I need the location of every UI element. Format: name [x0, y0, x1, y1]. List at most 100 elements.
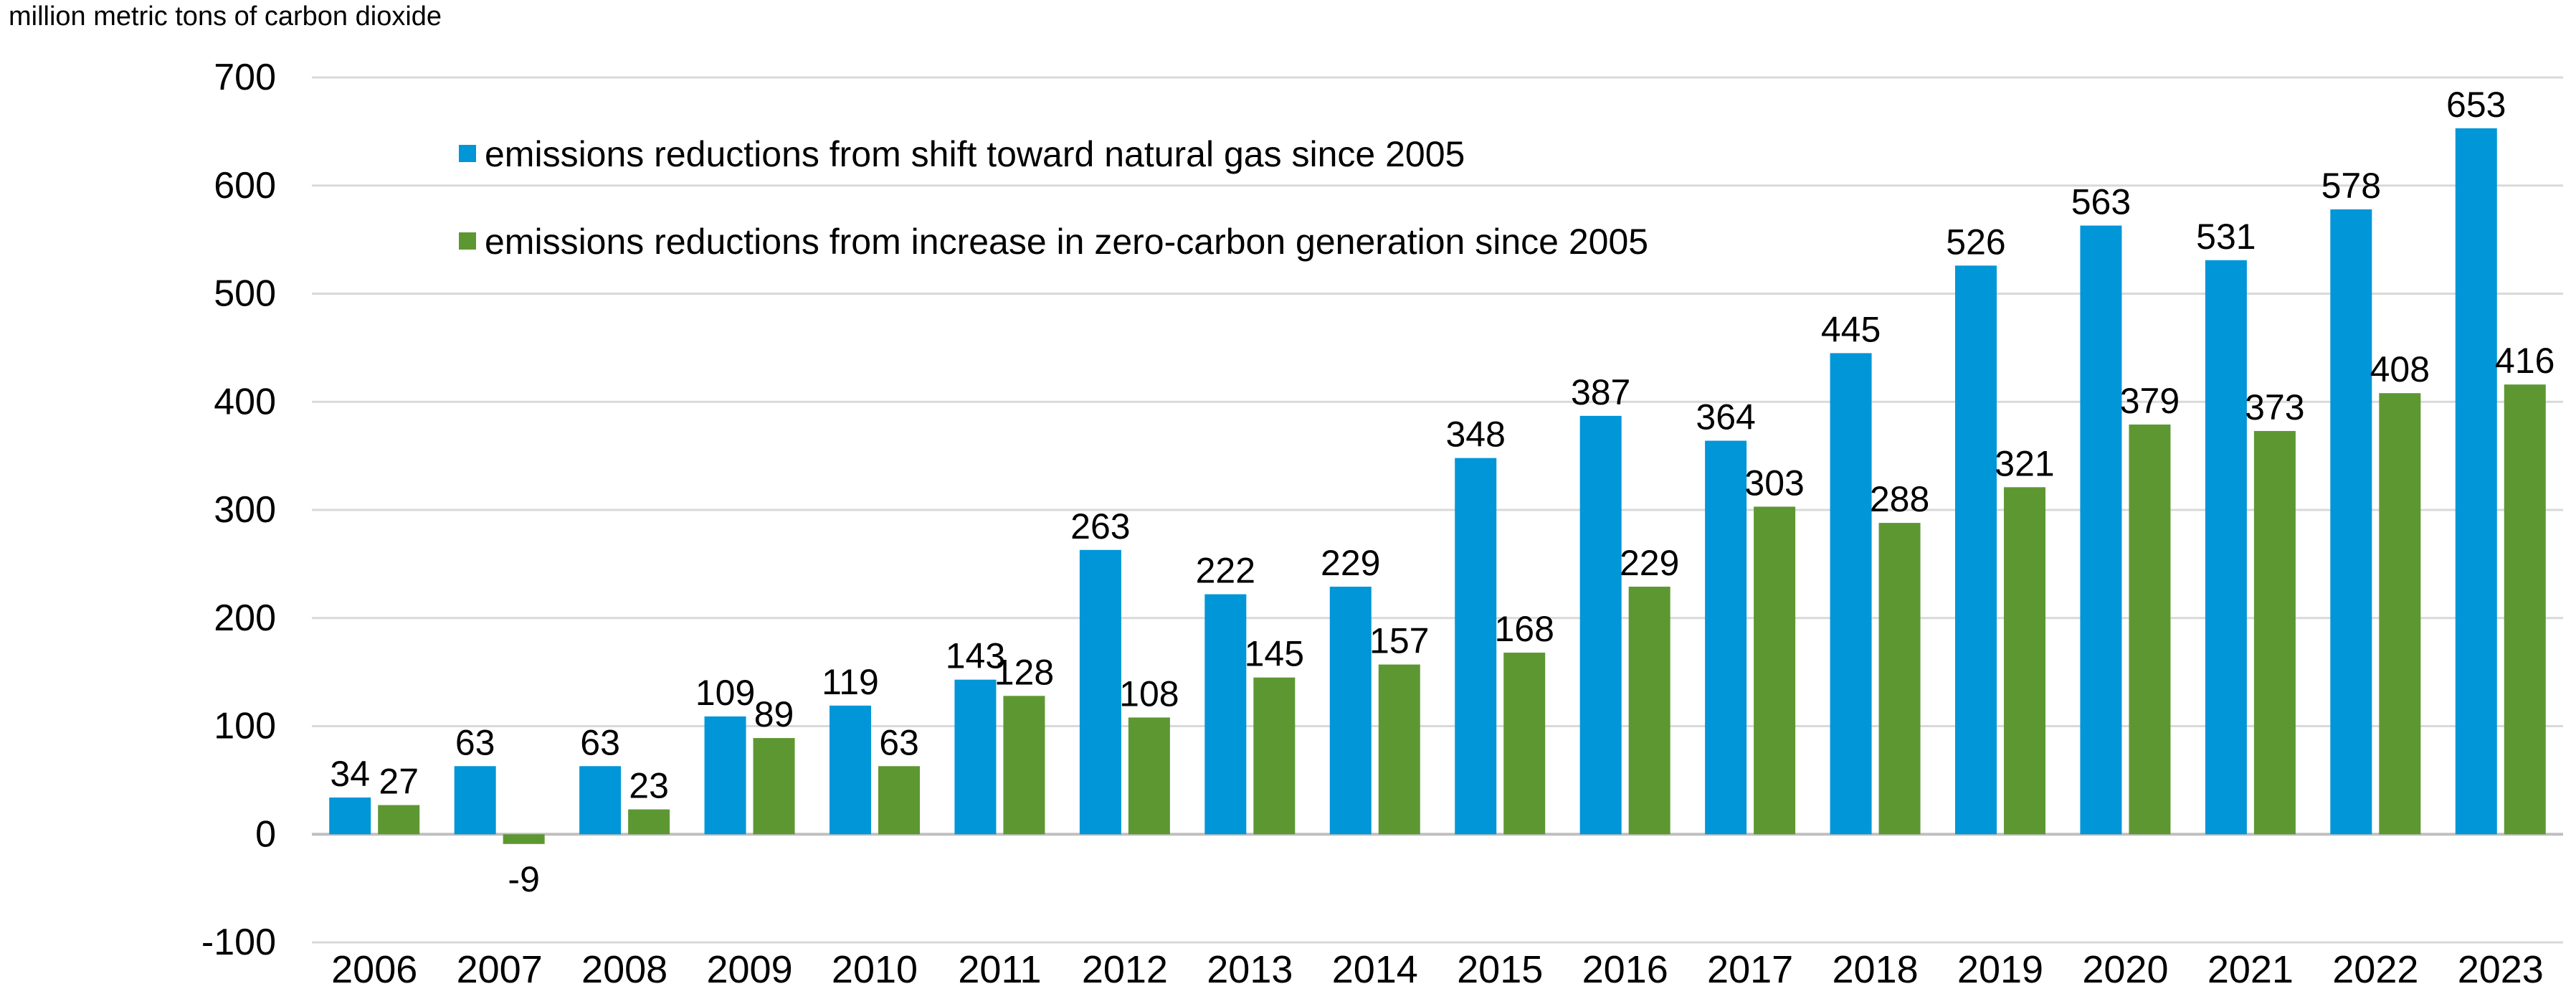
data-label: 168 — [1495, 609, 1554, 649]
bar-zero-carbon — [503, 834, 545, 844]
data-label: 63 — [580, 722, 620, 762]
data-label: 109 — [695, 673, 755, 713]
bar-natural-gas — [2205, 260, 2247, 835]
bar-zero-carbon — [1878, 523, 1921, 835]
bar-natural-gas — [1079, 549, 1121, 835]
y-tick-label: 300 — [214, 489, 276, 531]
data-label: 89 — [754, 694, 794, 734]
bar-zero-carbon — [2129, 424, 2171, 835]
gridlines — [312, 76, 2563, 944]
bar-natural-gas — [830, 705, 871, 835]
y-tick-label: -100 — [201, 922, 276, 963]
data-label: 563 — [2071, 182, 2131, 222]
bar-natural-gas — [1955, 265, 1997, 835]
bar-natural-gas — [1329, 587, 1372, 835]
y-tick-label: 600 — [214, 165, 276, 207]
data-label: 229 — [1620, 543, 1679, 583]
data-label: -9 — [508, 859, 539, 899]
bar-natural-gas — [2080, 225, 2122, 835]
bar-zero-carbon — [628, 809, 670, 835]
bar-zero-carbon — [1003, 696, 1045, 835]
bars — [329, 128, 2546, 844]
x-tick-label: 2008 — [581, 948, 667, 989]
data-label: 379 — [2120, 381, 2180, 421]
bar-natural-gas — [1830, 353, 1872, 835]
x-tick-label: 2010 — [832, 948, 918, 989]
bar-zero-carbon — [878, 766, 920, 835]
x-tick-label: 2009 — [706, 948, 792, 989]
bar-zero-carbon — [1378, 664, 1420, 835]
bar-zero-carbon — [1628, 587, 1670, 835]
data-label: 263 — [1070, 506, 1130, 546]
x-axis-tick-labels: 2006 2007 2008 2009 2010 2011 2012 2013 2014 2015… — [331, 948, 2544, 989]
x-tick-label: 2019 — [1957, 948, 2043, 989]
y-tick-label: 500 — [214, 273, 276, 315]
bar-natural-gas — [329, 797, 371, 835]
data-label: 526 — [1946, 222, 2005, 262]
bar-zero-carbon — [1128, 717, 1170, 835]
legend: emissions reductions from shift toward n… — [459, 134, 1648, 262]
data-label: 23 — [629, 766, 669, 806]
x-tick-label: 2006 — [331, 948, 417, 989]
legend-swatch-natural-gas — [459, 145, 476, 162]
bar-natural-gas — [2455, 128, 2497, 835]
bar-zero-carbon — [2004, 487, 2045, 835]
legend-label-natural-gas: emissions reductions from shift toward n… — [485, 134, 1465, 174]
x-tick-label: 2012 — [1082, 948, 1168, 989]
x-tick-label: 2007 — [457, 948, 543, 989]
y-tick-label: 400 — [214, 381, 276, 422]
bar-zero-carbon — [2379, 393, 2421, 835]
bar-zero-carbon — [2504, 384, 2546, 835]
x-tick-label: 2020 — [2082, 948, 2168, 989]
x-tick-label: 2013 — [1207, 948, 1293, 989]
data-label: 416 — [2495, 341, 2554, 381]
bar-zero-carbon — [1253, 677, 1296, 835]
bar-natural-gas — [1455, 458, 1497, 835]
data-label: 119 — [822, 662, 879, 702]
data-label: 408 — [2370, 349, 2430, 389]
data-label: 108 — [1119, 673, 1179, 714]
legend-swatch-zero-carbon — [459, 232, 476, 250]
bar-zero-carbon — [2253, 430, 2296, 835]
x-tick-label: 2016 — [1582, 948, 1668, 989]
y-tick-label: 100 — [214, 706, 276, 747]
bar-natural-gas — [579, 766, 622, 835]
data-label: 387 — [1571, 372, 1630, 412]
data-label: 373 — [2245, 387, 2304, 427]
y-axis-tick-labels: -100 0 100 200 300 400 500 600 700 — [201, 57, 276, 963]
data-label: 63 — [455, 722, 495, 762]
data-label: 348 — [1446, 415, 1506, 455]
legend-label-zero-carbon: emissions reductions from increase in ze… — [485, 222, 1648, 262]
data-label: 531 — [2196, 217, 2256, 257]
data-label: 145 — [1245, 634, 1304, 674]
data-label: 288 — [1870, 479, 1929, 519]
bar-natural-gas — [954, 679, 997, 835]
bar-natural-gas — [1204, 594, 1247, 835]
data-label: 364 — [1696, 397, 1755, 437]
x-tick-label: 2015 — [1457, 948, 1543, 989]
data-label: 578 — [2321, 166, 2381, 206]
data-label: 321 — [1995, 443, 2054, 483]
bar-natural-gas — [454, 766, 496, 835]
x-tick-label: 2021 — [2207, 948, 2294, 989]
x-tick-label: 2011 — [958, 948, 1041, 989]
data-label: 27 — [379, 762, 419, 802]
y-tick-label: 200 — [214, 597, 276, 639]
y-tick-label: 0 — [255, 813, 276, 855]
bar-zero-carbon — [1754, 506, 1796, 835]
y-axis-unit-label: million metric tons of carbon dioxide — [9, 1, 442, 32]
data-label: 303 — [1744, 463, 1804, 503]
bar-natural-gas — [1705, 440, 1747, 835]
x-tick-label: 2017 — [1707, 948, 1793, 989]
data-labels: 34 2763-963231098911963143128263108222145… — [330, 85, 2554, 899]
x-tick-label: 2022 — [2332, 948, 2418, 989]
bar-zero-carbon — [1503, 652, 1546, 835]
data-label: 157 — [1369, 621, 1429, 661]
y-tick-label: 700 — [214, 57, 276, 98]
bar-zero-carbon — [753, 738, 795, 835]
data-label: 128 — [994, 652, 1054, 692]
data-label: 229 — [1321, 543, 1380, 583]
bar-zero-carbon — [378, 805, 420, 835]
x-tick-label: 2023 — [2458, 948, 2544, 989]
